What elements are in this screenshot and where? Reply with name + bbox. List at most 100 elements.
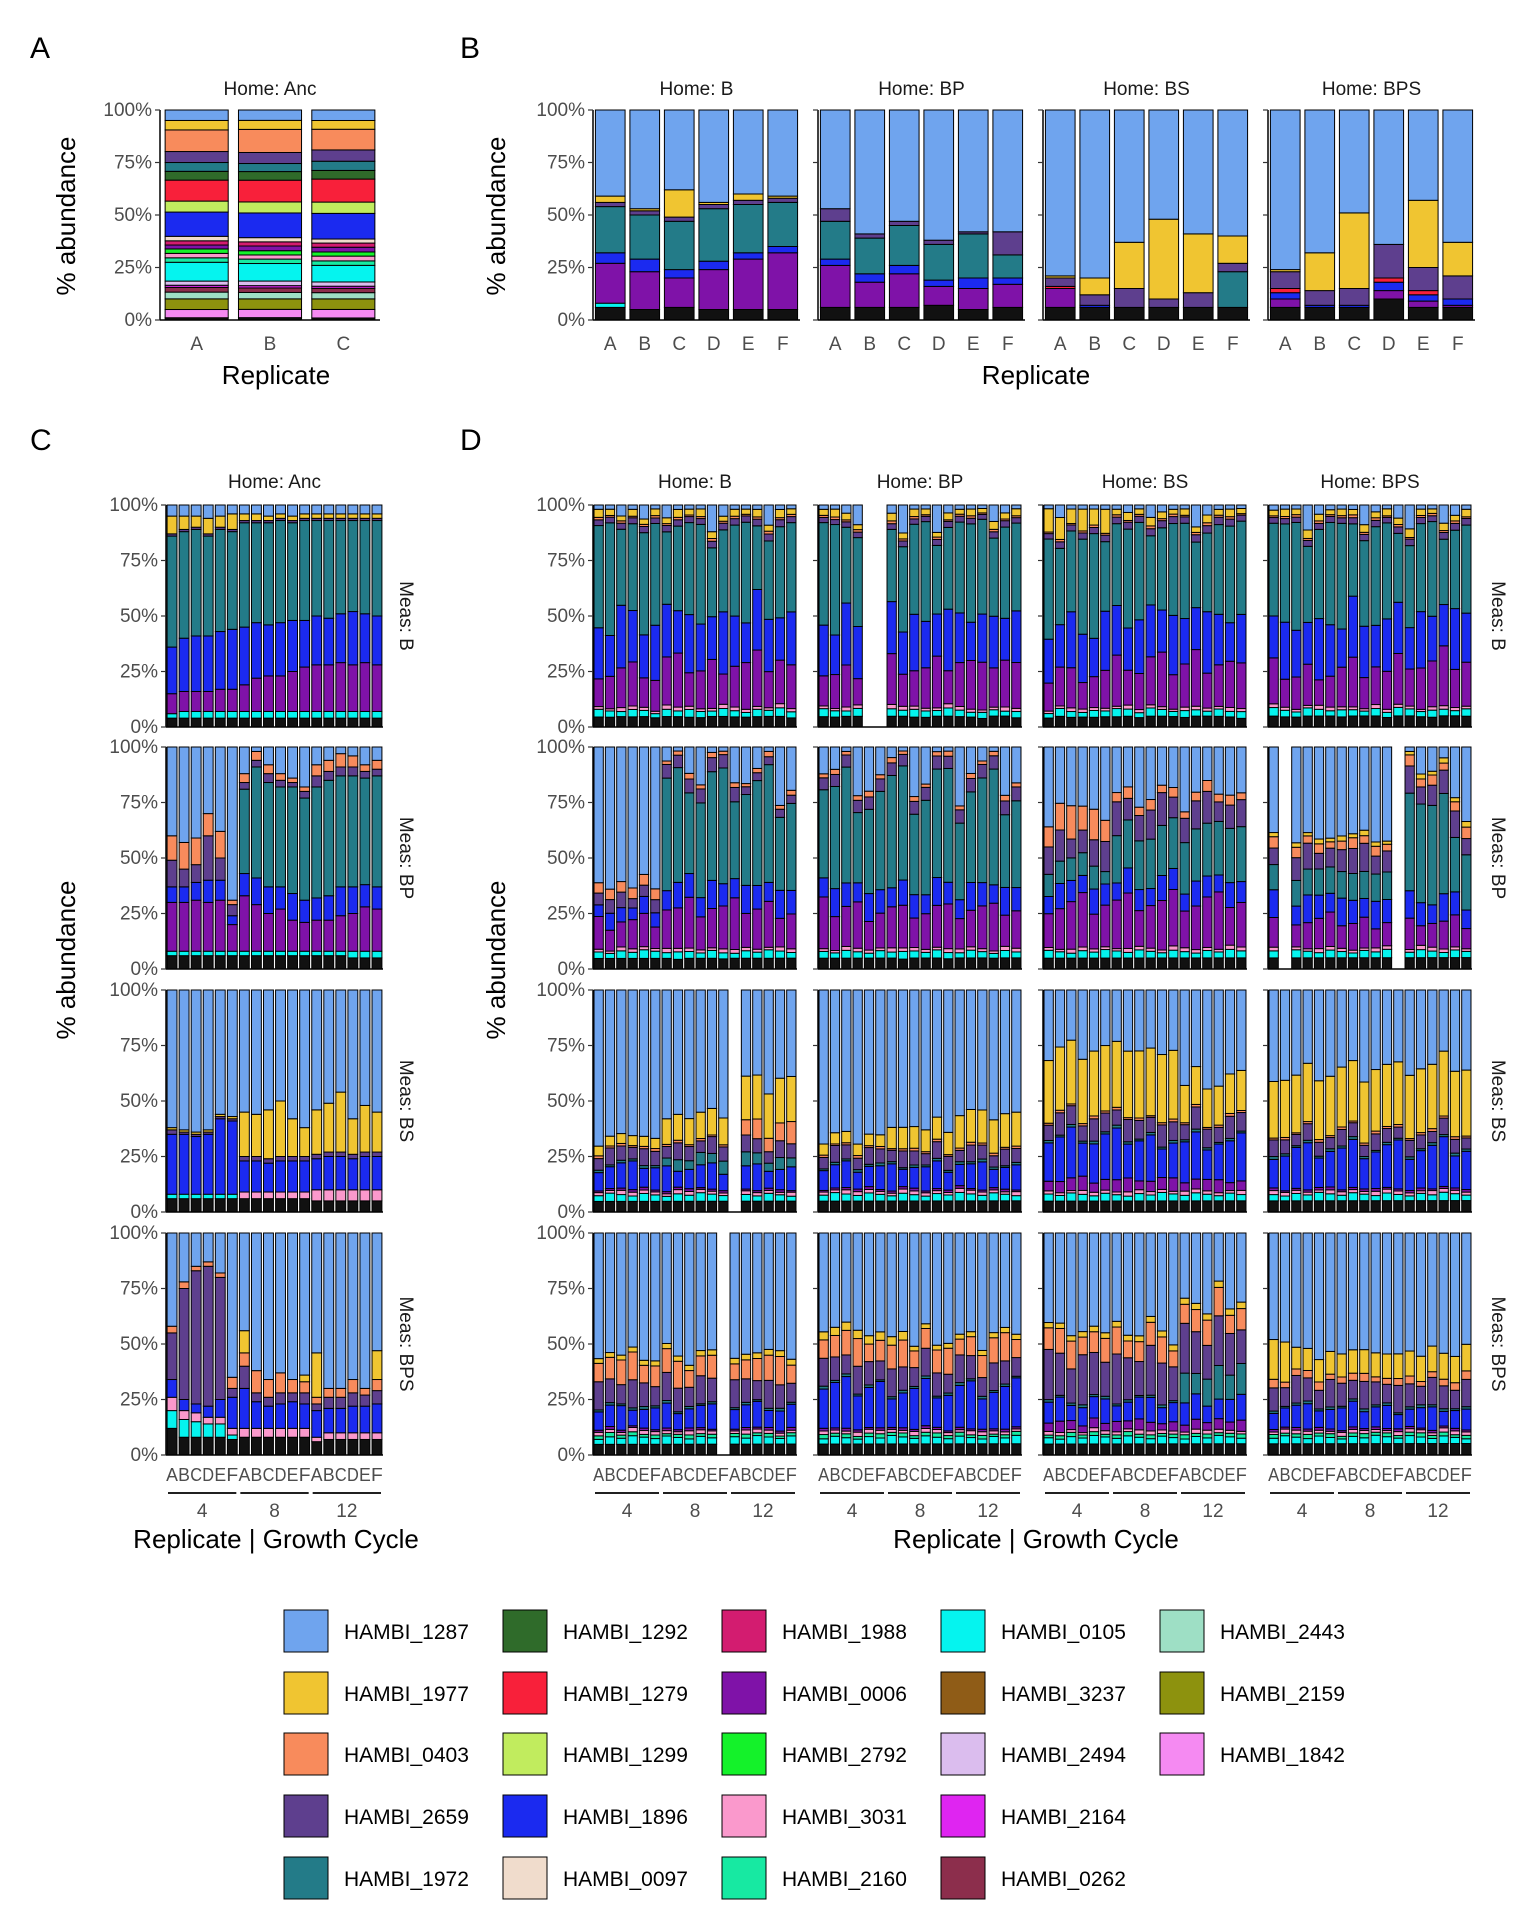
bar-segment	[299, 1156, 311, 1162]
bar-segment	[1043, 1322, 1054, 1329]
bar-segment	[695, 1429, 706, 1435]
bar-segment	[1224, 622, 1236, 662]
y-tick-label: 75%	[547, 1279, 585, 1300]
bar-segment	[1415, 1134, 1427, 1150]
bar-segment	[371, 989, 383, 1113]
bar-segment	[1404, 746, 1415, 752]
bar-segment	[1182, 233, 1214, 294]
bar-segment	[965, 1163, 977, 1190]
bar-segment	[616, 946, 627, 952]
bar-segment	[875, 1134, 886, 1147]
bar-segment	[1179, 1194, 1190, 1202]
bar-segment	[1347, 1400, 1359, 1428]
bar-segment	[1404, 1350, 1415, 1377]
bar-segment	[1427, 784, 1438, 806]
bar-segment	[672, 1436, 684, 1445]
bar-segment	[841, 1144, 852, 1160]
bar-segment	[841, 1433, 852, 1439]
bar-segment	[1336, 1431, 1347, 1437]
bar-segment	[604, 1192, 616, 1202]
bar-segment	[616, 891, 627, 909]
replicate-tick-label: F	[299, 1465, 311, 1485]
bar-segment	[1347, 1060, 1359, 1122]
bar-segment	[190, 1193, 202, 1200]
bar-segment	[909, 1232, 920, 1347]
bar-segment	[852, 1194, 863, 1202]
bar-segment	[672, 1360, 684, 1389]
bar-segment	[237, 298, 303, 310]
bar-segment	[786, 1200, 797, 1213]
bar-segment	[1088, 1427, 1100, 1433]
bar-segment	[1134, 1180, 1145, 1191]
bar-segment	[684, 716, 695, 728]
bar-segment	[954, 1115, 965, 1149]
bar-segment	[1302, 1194, 1313, 1202]
bar-segment	[166, 535, 178, 648]
bar-segment	[1427, 904, 1438, 924]
bar-segment	[886, 957, 897, 970]
bar-segment	[604, 1378, 616, 1404]
bar-segment	[1079, 294, 1111, 306]
bar-segment	[190, 710, 202, 719]
bar-segment	[863, 1436, 875, 1445]
bar-segment	[1427, 989, 1438, 1065]
bar-segment	[1168, 1049, 1179, 1120]
bar-segment	[992, 109, 1024, 233]
bar-segment	[752, 1443, 763, 1456]
bar-segment	[1325, 911, 1336, 947]
bar-segment	[706, 1232, 718, 1351]
bar-segment	[1122, 1119, 1134, 1143]
bar-segment	[852, 812, 863, 884]
bar-segment	[1268, 1437, 1279, 1445]
bar-segment	[1088, 1325, 1100, 1333]
bar-segment	[1054, 908, 1066, 950]
bar-segment	[1088, 1396, 1100, 1419]
bar-segment	[1381, 716, 1393, 728]
bar-segment	[1077, 1189, 1088, 1195]
bar-segment	[178, 1399, 190, 1412]
bar-segment	[1359, 1437, 1370, 1445]
bar-segment	[1407, 290, 1439, 296]
bar-segment	[1111, 801, 1122, 837]
y-tick-label: 25%	[547, 904, 585, 925]
bar-segment	[841, 715, 852, 728]
bar-segment	[1190, 1443, 1202, 1456]
bar-segment	[1077, 805, 1088, 831]
bar-segment	[663, 216, 695, 222]
bar-segment	[1393, 517, 1404, 526]
bar-segment	[1325, 1433, 1336, 1438]
replicate-tick-label: E	[863, 1465, 874, 1485]
bar-segment	[1393, 1384, 1404, 1414]
bar-segment	[852, 1395, 863, 1431]
bar-segment	[1415, 1355, 1427, 1383]
bar-segment	[1268, 836, 1279, 849]
bar-segment	[604, 710, 616, 718]
bar-segment	[347, 664, 359, 712]
bar-segment	[593, 1362, 604, 1383]
legend-item: HAMBI_1287	[283, 1609, 469, 1653]
bar-segment	[829, 1356, 841, 1381]
bar-segment	[819, 208, 851, 222]
bar-segment	[1202, 611, 1213, 674]
bar-segment	[323, 513, 335, 519]
legend-item: HAMBI_1279	[502, 1671, 688, 1715]
replicate-tick-label: A	[1179, 1465, 1190, 1485]
bar-segment	[931, 613, 943, 657]
bar-segment	[718, 1195, 729, 1202]
y-tick-label: 75%	[547, 551, 585, 572]
bar-segment	[988, 1435, 999, 1445]
bar-segment	[988, 520, 999, 530]
bar-segment	[852, 704, 863, 709]
bar-segment	[638, 518, 650, 525]
bar-segment	[943, 520, 954, 528]
bar-segment	[1449, 1430, 1461, 1436]
bar-segment	[684, 1232, 695, 1366]
bar-segment	[818, 1194, 829, 1202]
bar-segment	[977, 760, 988, 765]
bar-segment	[1077, 1425, 1088, 1434]
bar-segment	[1291, 924, 1302, 948]
bar-segment	[1224, 944, 1236, 950]
bar-segment	[1111, 605, 1122, 656]
bar-segment	[1325, 675, 1336, 708]
bar-segment	[1404, 627, 1415, 670]
